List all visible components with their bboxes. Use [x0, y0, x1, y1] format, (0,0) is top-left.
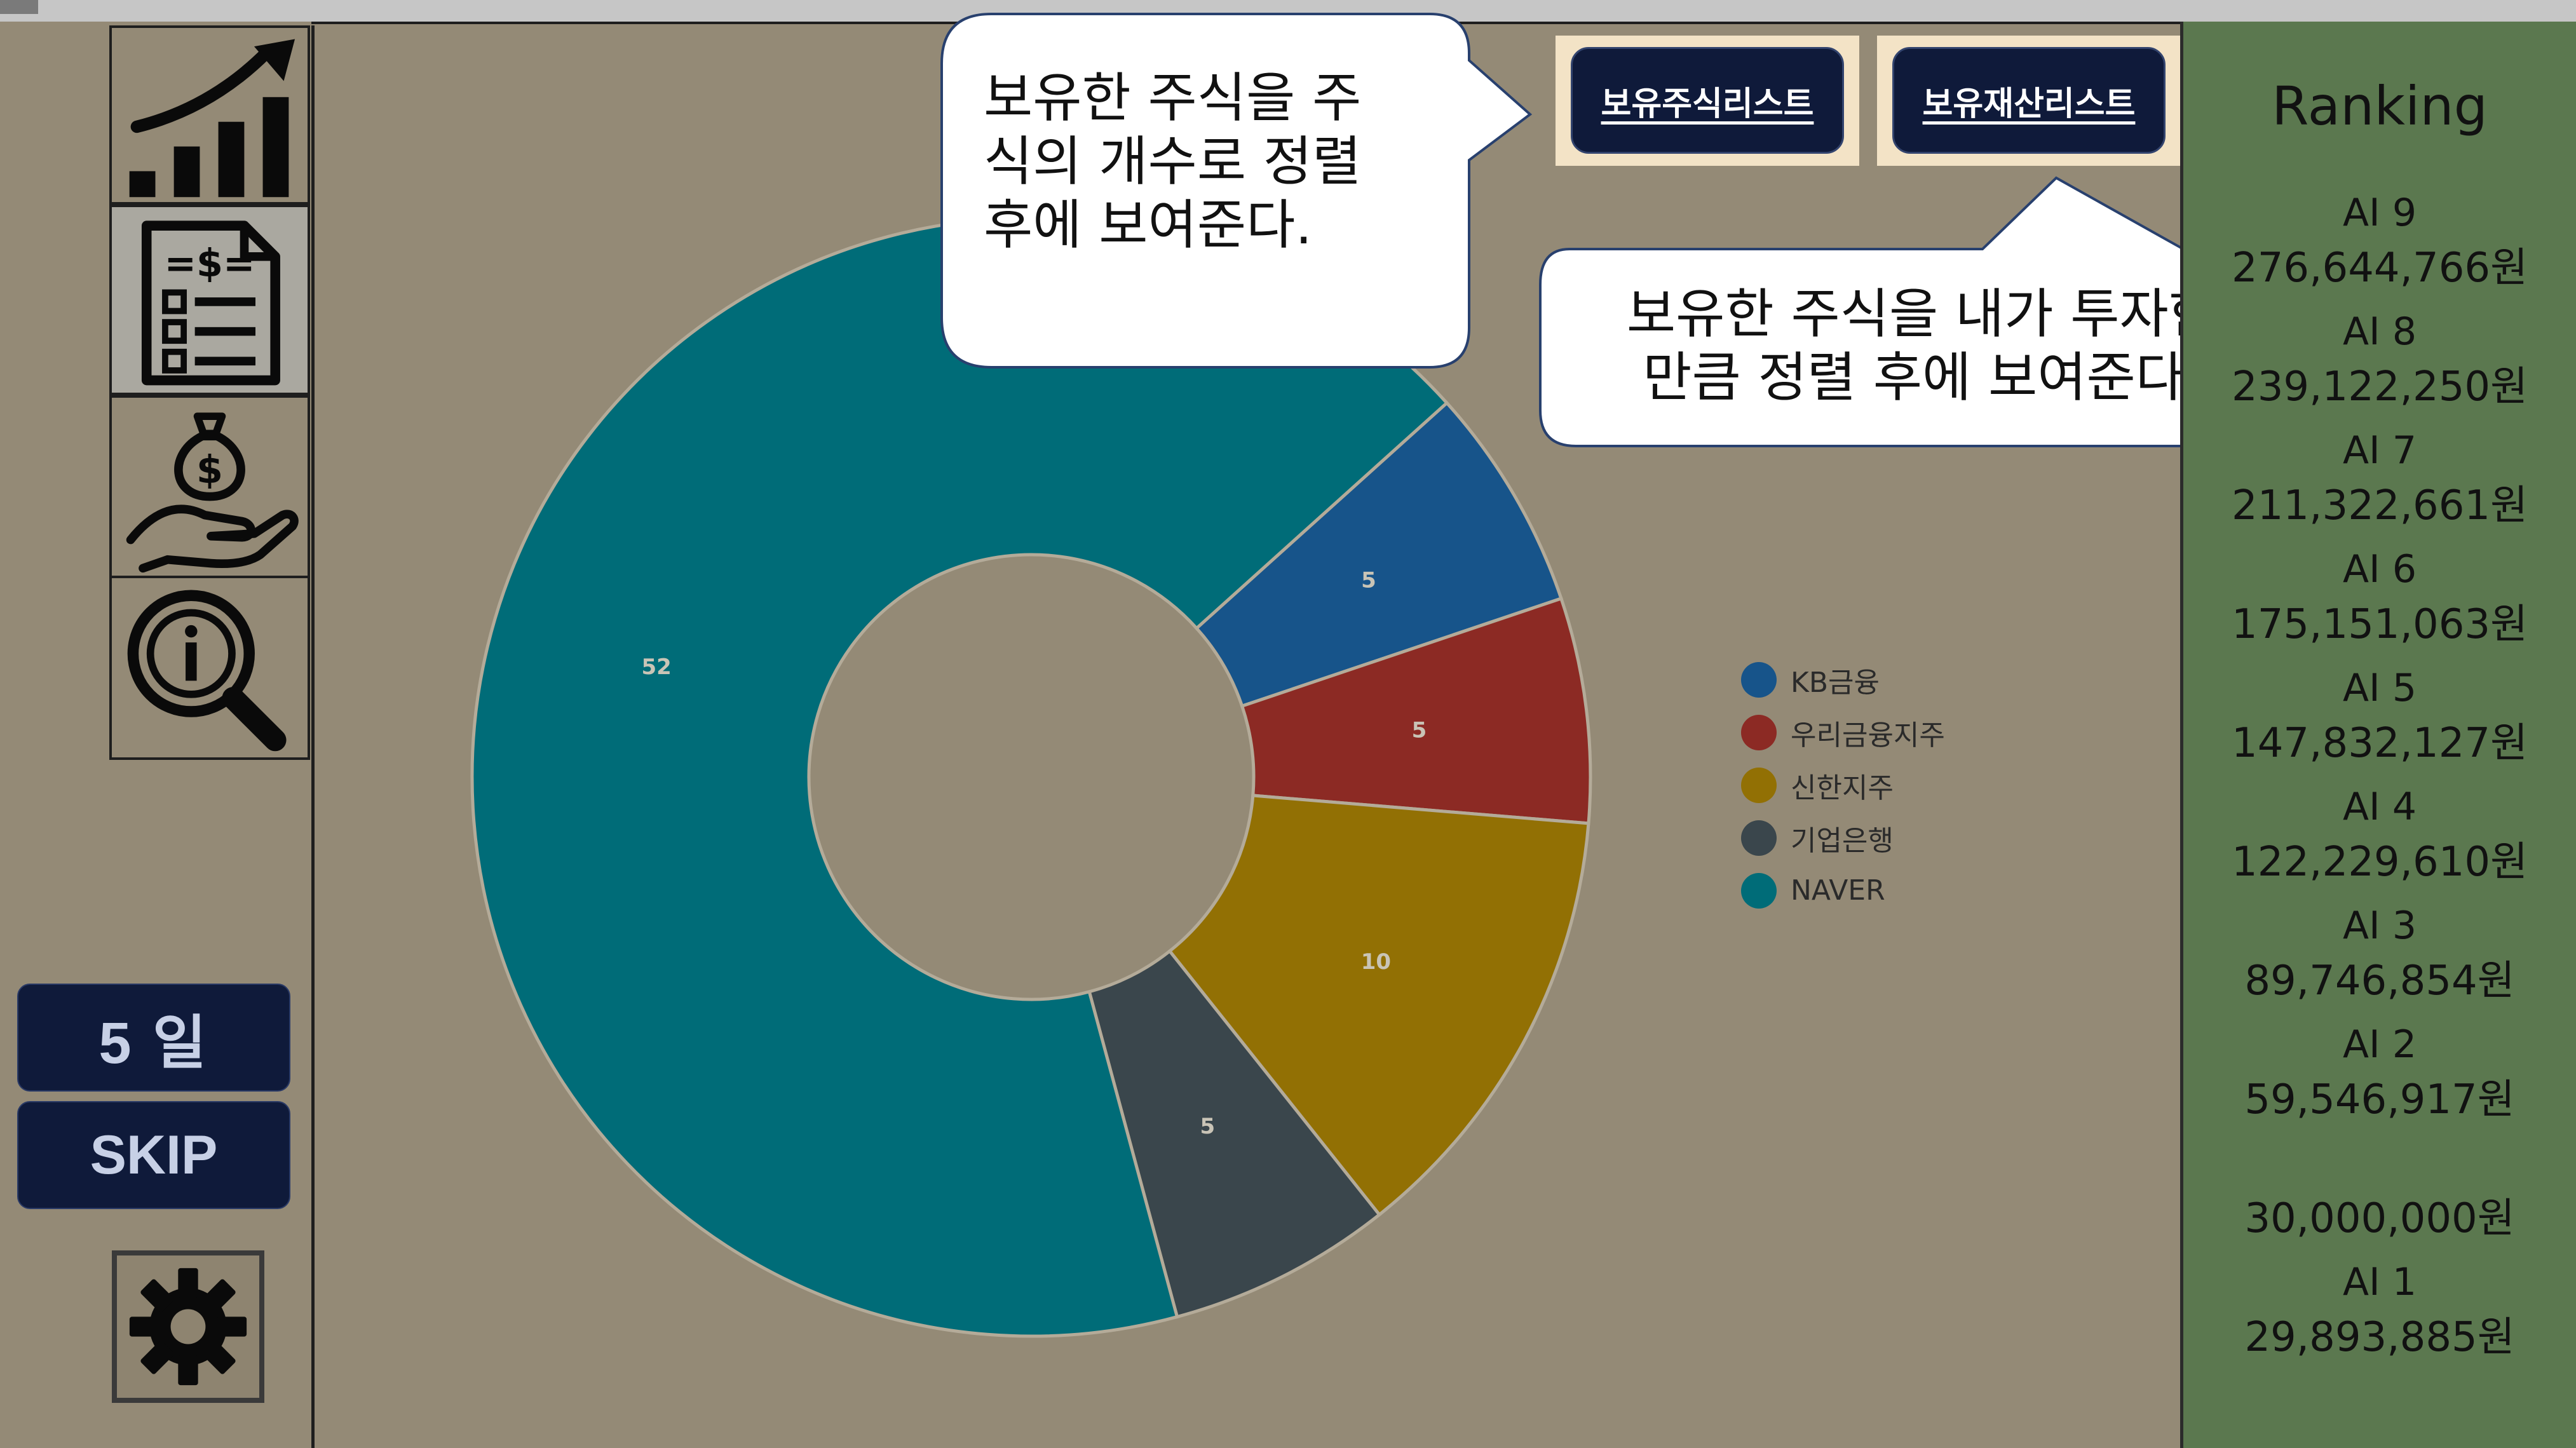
ranking-entry: 30,000,000원 [2183, 1136, 2576, 1247]
ranking-entry: AI 4 122,229,610원 [2183, 780, 2576, 890]
ranking-entry-name: AI 6 [2183, 542, 2576, 597]
ranking-entry-name: AI 7 [2183, 423, 2576, 478]
ranking-entry-value: 211,322,661원 [2183, 478, 2576, 534]
legend-item[interactable]: NAVER [1741, 864, 1945, 917]
ranking-panel: Ranking AI 9 276,644,766원 AI 8 239,122,250원… [2180, 22, 2576, 1448]
callout-line: 식의 개수로 정렬 [984, 130, 1361, 193]
donut-slice-label: 10 [1361, 949, 1391, 975]
donut-slice-label: 52 [641, 654, 671, 680]
stock-list-button-frame: 보유주식리스트 [1556, 36, 1859, 166]
ranking-entry: AI 2 59,546,917원 [2183, 1017, 2576, 1128]
ranking-entry: AI 5 147,832,127원 [2183, 661, 2576, 771]
ranking-title: Ranking [2183, 75, 2576, 137]
stock-list-button[interactable]: 보유주식리스트 [1571, 47, 1844, 154]
callout-line: 보유한 주식을 주 [984, 66, 1361, 130]
ranking-entry: AI 7 211,322,661원 [2183, 423, 2576, 534]
ranking-entry-value: 89,746,854원 [2183, 953, 2576, 1009]
donut-slice-label: 5 [1412, 718, 1427, 743]
ranking-entry-value: 175,151,063원 [2183, 597, 2576, 653]
ranking-entry: AI 9 276,644,766원 [2183, 186, 2576, 296]
ranking-entry-value: 239,122,250원 [2183, 359, 2576, 415]
legend-swatch [1741, 768, 1777, 803]
asset-list-button-frame: 보유재산리스트 [1877, 36, 2181, 166]
ranking-entry-value: 147,832,127원 [2183, 715, 2576, 771]
ranking-entry: AI 3 89,746,854원 [2183, 898, 2576, 1009]
legend-swatch [1741, 662, 1777, 698]
legend-item[interactable]: 신한지주 [1741, 759, 1945, 811]
legend-item[interactable]: KB금융 [1741, 653, 1945, 706]
ranking-entry: AI 8 239,122,250원 [2183, 304, 2576, 415]
legend-swatch [1741, 715, 1777, 750]
donut-slice-label: 5 [1200, 1114, 1216, 1139]
callout-line: 후에 보여준다. [984, 193, 1361, 257]
legend-label: KB금융 [1791, 660, 1880, 700]
ranking-entry-value: 59,546,917원 [2183, 1072, 2576, 1128]
asset-list-button[interactable]: 보유재산리스트 [1892, 47, 2166, 154]
ranking-entry-name: AI 3 [2183, 898, 2576, 953]
ranking-entry-value: 276,644,766원 [2183, 240, 2576, 296]
legend-item[interactable]: 기업은행 [1741, 811, 1945, 864]
legend-label: NAVER [1791, 874, 1885, 907]
ranking-entry-name: AI 1 [2183, 1255, 2576, 1309]
ranking-entry-name [2183, 1136, 2576, 1191]
donut-slice-label: 5 [1361, 568, 1376, 593]
ranking-entry-name: AI 4 [2183, 780, 2576, 834]
legend-label: 기업은행 [1791, 818, 1894, 858]
legend-swatch [1741, 873, 1777, 909]
stock-list-callout-text: 보유한 주식을 주 식의 개수로 정렬 후에 보여준다. [984, 66, 1361, 257]
ranking-entry-name: AI 5 [2183, 661, 2576, 715]
ranking-entry: AI 6 175,151,063원 [2183, 542, 2576, 653]
ranking-entry-value: 30,000,000원 [2183, 1191, 2576, 1247]
ranking-entry-name: AI 9 [2183, 186, 2576, 240]
ranking-entry-name: AI 2 [2183, 1017, 2576, 1072]
legend-label: 신한지주 [1791, 765, 1894, 806]
ranking-entry: AI 1 29,893,885원 [2183, 1255, 2576, 1365]
legend-item[interactable]: 우리금융지주 [1741, 706, 1945, 759]
ranking-entry-name: AI 8 [2183, 304, 2576, 359]
legend-swatch [1741, 820, 1777, 856]
ranking-entry-value: 122,229,610원 [2183, 834, 2576, 890]
donut-slices [472, 218, 1590, 1336]
legend-label: 우리금융지주 [1791, 712, 1945, 753]
ranking-entry-value: 29,893,885원 [2183, 1309, 2576, 1365]
